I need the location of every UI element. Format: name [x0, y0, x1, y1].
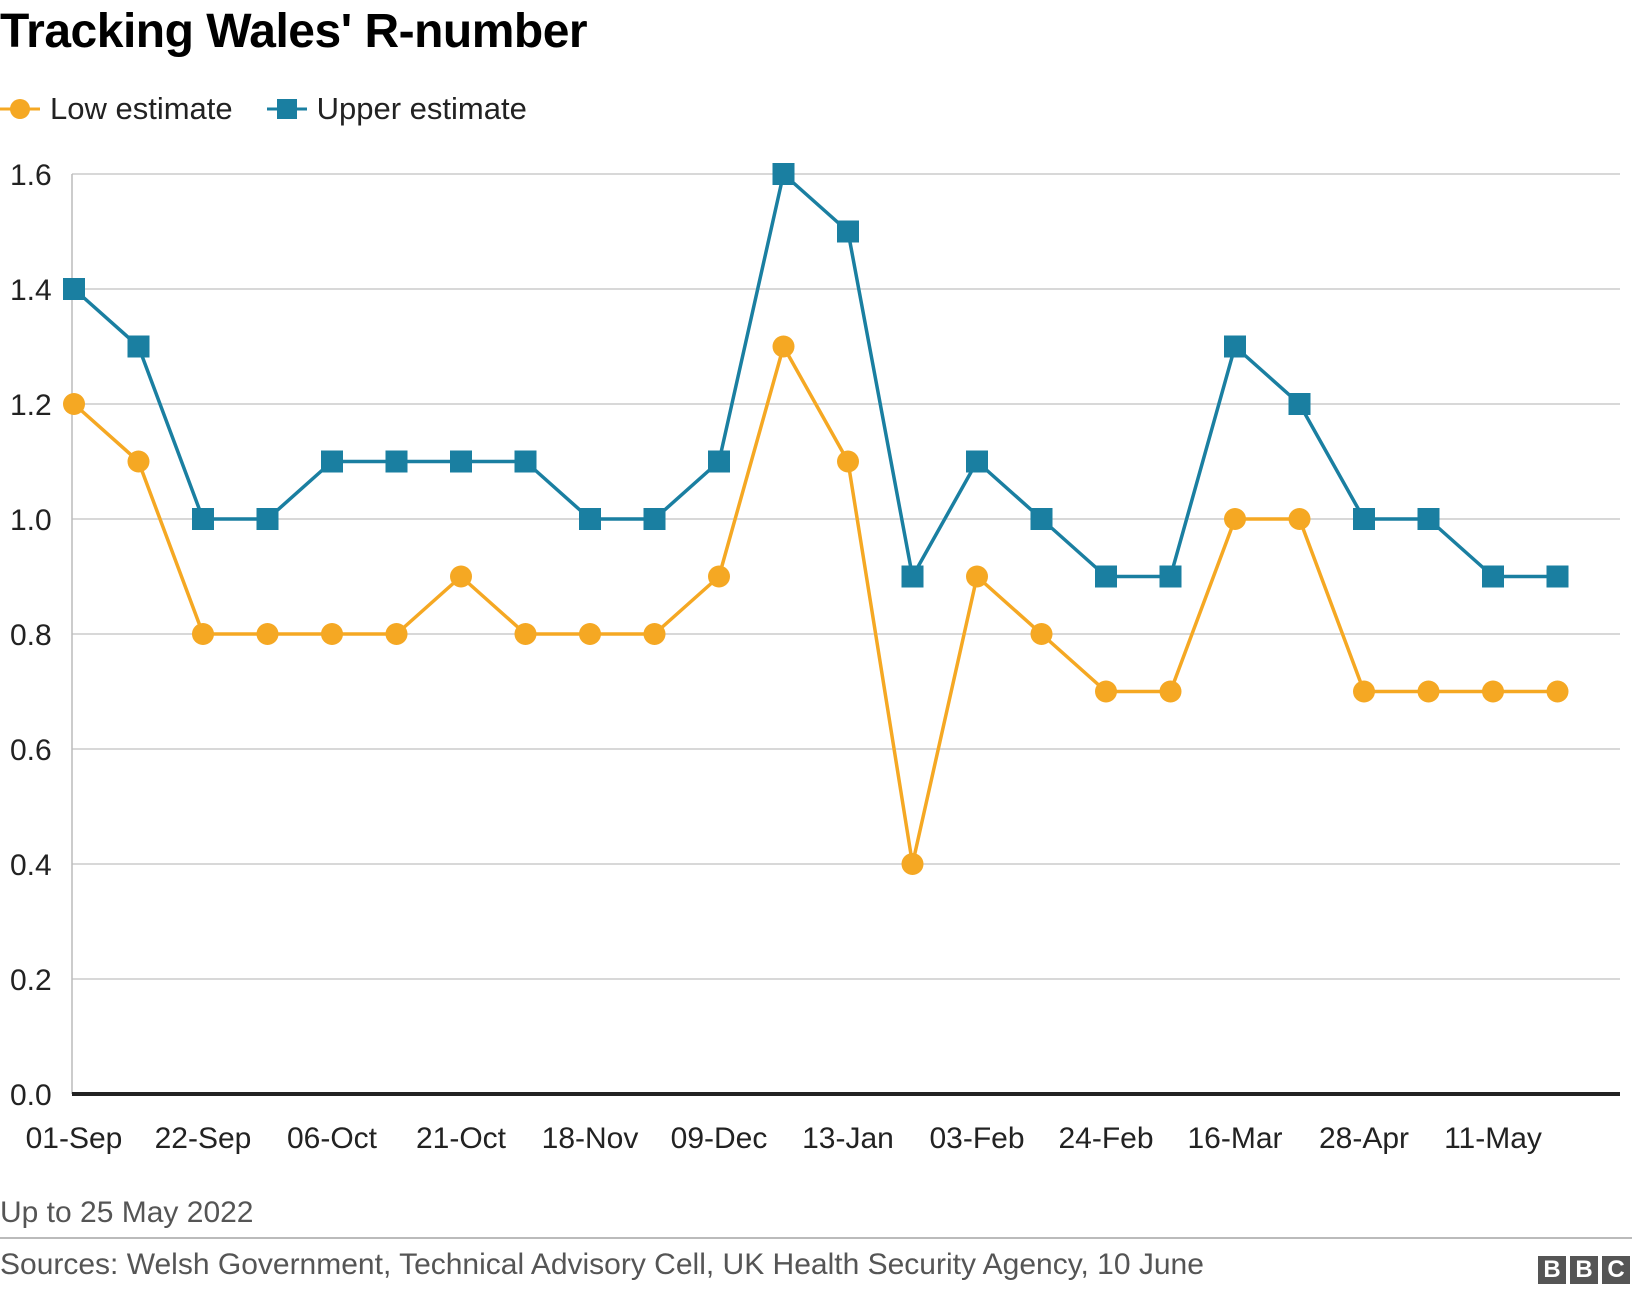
y-tick-label: 0.4 [10, 849, 52, 882]
data-point-upper [1095, 565, 1117, 588]
logo-letter: C [1602, 1256, 1630, 1284]
data-point-low [256, 623, 279, 645]
data-point-upper [192, 508, 214, 530]
legend-label-upper: Upper estimate [316, 91, 527, 126]
data-point-low [772, 335, 795, 358]
y-tick-label: 1.2 [10, 389, 52, 422]
data-point-upper [772, 163, 795, 185]
data-point-upper [1224, 335, 1246, 358]
x-tick-label: 28-Apr [1319, 1122, 1409, 1155]
data-point-low [514, 623, 537, 645]
square-marker-icon [266, 99, 307, 119]
circle-marker-icon [0, 99, 40, 119]
logo-letter: B [1570, 1256, 1598, 1284]
x-tick-label: 13-Jan [802, 1122, 894, 1155]
x-tick-label: 24-Feb [1058, 1122, 1153, 1155]
data-point-low [966, 565, 988, 588]
x-tick-label: 21-Oct [416, 1122, 507, 1155]
series-line [72, 344, 1558, 866]
y-tick-label: 1.6 [10, 159, 52, 192]
data-point-low [1482, 680, 1504, 703]
data-point-low [450, 565, 472, 588]
y-tick-label: 1.4 [10, 274, 52, 307]
data-point-low [1159, 680, 1182, 703]
data-point-upper [1417, 508, 1440, 530]
y-tick-label: 0.6 [10, 734, 52, 767]
x-tick-label: 11-May [1444, 1122, 1542, 1155]
data-point-upper [256, 508, 279, 530]
line-chart: 0.0 0.2 0.4 0.6 0.8 1.0 1.2 1.4 1.6 01-Sep 22-Sep 0… [10, 159, 1620, 1155]
data-point-low [1417, 680, 1440, 703]
x-tick-label: 09-Dec [671, 1122, 768, 1155]
data-point-low [1030, 623, 1053, 645]
data-point-low [901, 853, 924, 875]
legend: Low estimate Upper estimate [0, 84, 561, 134]
data-point-low [1224, 508, 1246, 530]
data-point-upper [1030, 508, 1053, 530]
data-point-low [192, 623, 214, 645]
data-point-upper [837, 220, 859, 243]
x-tick-label: 03-Feb [929, 1122, 1024, 1155]
data-point-upper [708, 450, 730, 473]
y-tick-label: 0.2 [10, 964, 52, 997]
data-point-low [837, 450, 859, 473]
legend-item-low: Low estimate [0, 91, 233, 127]
y-tick-label: 0.8 [10, 619, 52, 652]
legend-item-upper: Upper estimate [266, 91, 527, 127]
x-tick-label: 18-Nov [542, 1122, 639, 1155]
data-point-upper [385, 450, 408, 473]
data-point-upper [966, 450, 988, 473]
data-point-low [127, 450, 150, 473]
source-text: Sources: Welsh Government, Technical Adv… [0, 1248, 1204, 1281]
data-point-upper [63, 278, 85, 300]
data-point-upper [127, 335, 150, 358]
series-line [72, 172, 1558, 579]
data-point-upper [901, 565, 924, 588]
data-point-low [1288, 508, 1311, 530]
data-point-upper [1482, 565, 1504, 588]
data-point-low [708, 565, 730, 588]
x-tick-label: 01-Sep [26, 1122, 123, 1155]
data-point-low [579, 623, 601, 645]
data-point-upper [1159, 565, 1182, 588]
data-point-upper [450, 450, 472, 473]
data-point-low [1095, 680, 1117, 703]
y-tick-label: 1.0 [10, 504, 52, 537]
data-point-upper [1546, 565, 1569, 588]
divider [0, 1237, 1632, 1239]
logo-letter: B [1538, 1256, 1566, 1284]
data-point-low [1546, 680, 1569, 703]
chart-title: Tracking Wales' R-number [0, 5, 588, 58]
data-point-low [1353, 680, 1375, 703]
chart-note: Up to 25 May 2022 [0, 1196, 254, 1229]
x-tick-label: 16-Mar [1187, 1122, 1282, 1155]
data-point-low [643, 623, 666, 645]
data-point-upper [579, 508, 601, 530]
data-point-low [63, 393, 85, 415]
y-tick-label: 0.0 [10, 1079, 52, 1112]
data-point-upper [1353, 508, 1375, 530]
data-point-upper [514, 450, 537, 473]
data-point-low [321, 623, 343, 645]
data-point-upper [321, 450, 343, 473]
data-point-upper [1288, 393, 1311, 415]
legend-label-low: Low estimate [50, 91, 233, 126]
bbc-logo: B B C [1538, 1256, 1630, 1284]
x-tick-label: 06-Oct [287, 1122, 378, 1155]
data-point-upper [643, 508, 666, 530]
x-tick-label: 22-Sep [155, 1122, 252, 1155]
data-point-low [385, 623, 408, 645]
